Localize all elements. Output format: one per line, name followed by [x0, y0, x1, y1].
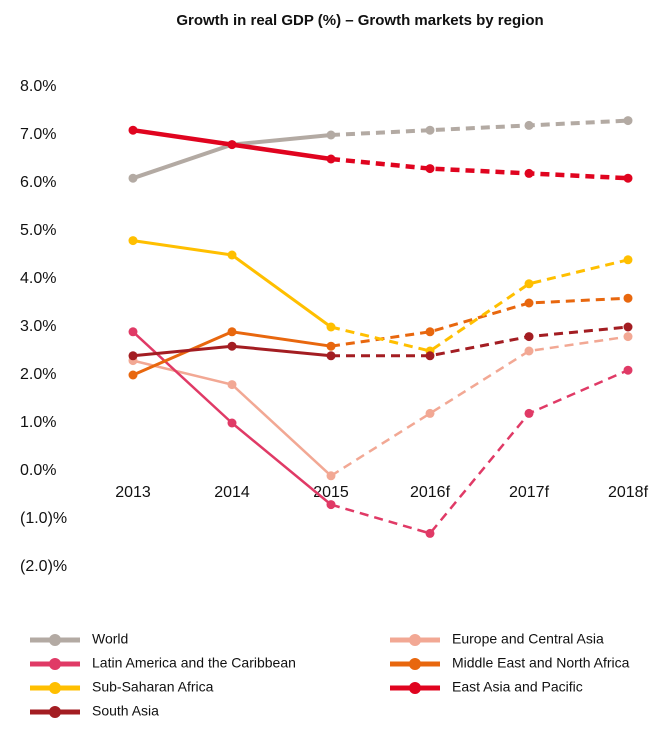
point — [425, 408, 435, 418]
point — [128, 125, 138, 135]
legend-label: World — [92, 631, 128, 647]
point — [227, 250, 237, 260]
point — [326, 322, 336, 332]
point — [623, 255, 633, 265]
y-tick-label: 3.0% — [20, 318, 56, 335]
point — [128, 236, 138, 246]
forecast-line — [330, 369, 629, 535]
y-tick-label: (2.0)% — [20, 558, 67, 575]
point — [623, 116, 633, 126]
legend-marker — [409, 682, 421, 694]
legend-marker — [49, 682, 61, 694]
y-tick-label: 2.0% — [20, 366, 56, 383]
point — [128, 173, 138, 183]
legend-label: South Asia — [92, 703, 159, 719]
legend-marker — [49, 706, 61, 718]
point — [425, 327, 435, 337]
point — [128, 327, 138, 337]
legend-marker — [409, 658, 421, 670]
point — [326, 341, 336, 351]
x-tick-label: 2018f — [608, 484, 649, 501]
y-tick-label: 1.0% — [20, 414, 56, 431]
point — [623, 322, 633, 332]
legend-label: East Asia and Pacific — [452, 679, 583, 695]
legend-label: Latin America and the Caribbean — [92, 655, 296, 671]
y-tick-label: (1.0)% — [20, 510, 67, 527]
forecast-line — [330, 335, 629, 477]
point — [425, 164, 435, 174]
point — [326, 351, 336, 361]
point — [425, 125, 435, 135]
point — [524, 408, 534, 418]
legend-label: Middle East and North Africa — [452, 655, 630, 671]
point — [524, 279, 534, 289]
point — [227, 140, 237, 150]
legend-marker — [409, 634, 421, 646]
line — [132, 359, 332, 477]
point — [524, 120, 534, 130]
y-tick-label: 5.0% — [20, 222, 56, 239]
point — [326, 471, 336, 481]
point — [128, 370, 138, 380]
legend-label: Sub-Saharan Africa — [92, 679, 214, 695]
point — [524, 298, 534, 308]
point — [425, 351, 435, 361]
y-tick-label: 7.0% — [20, 126, 56, 143]
point — [326, 130, 336, 140]
point — [227, 418, 237, 428]
point — [524, 168, 534, 178]
y-tick-label: 6.0% — [20, 174, 56, 191]
point — [623, 293, 633, 303]
y-tick-label: 4.0% — [20, 270, 56, 287]
y-tick-label: 8.0% — [20, 78, 56, 95]
forecast-line — [330, 258, 629, 353]
point — [623, 173, 633, 183]
point — [227, 341, 237, 351]
x-tick-label: 2017f — [509, 484, 550, 501]
point — [524, 332, 534, 342]
x-tick-label: 2016f — [410, 484, 451, 501]
forecast-line — [330, 156, 629, 181]
point — [227, 327, 237, 337]
legend-label: Europe and Central Asia — [452, 631, 604, 647]
point — [326, 500, 336, 510]
point — [128, 351, 138, 361]
forecast-line — [331, 325, 629, 358]
forecast-line — [330, 118, 629, 137]
point — [326, 154, 336, 164]
line — [132, 330, 332, 506]
x-tick-label: 2013 — [115, 484, 151, 501]
point — [227, 380, 237, 390]
point — [425, 528, 435, 538]
chart-title: Growth in real GDP (%) – Growth markets … — [176, 12, 543, 29]
point — [524, 346, 534, 356]
legend-marker — [49, 658, 61, 670]
point — [623, 332, 633, 342]
y-tick-label: 0.0% — [20, 462, 56, 479]
point — [623, 365, 633, 375]
x-tick-label: 2014 — [214, 484, 250, 501]
legend-marker — [49, 634, 61, 646]
